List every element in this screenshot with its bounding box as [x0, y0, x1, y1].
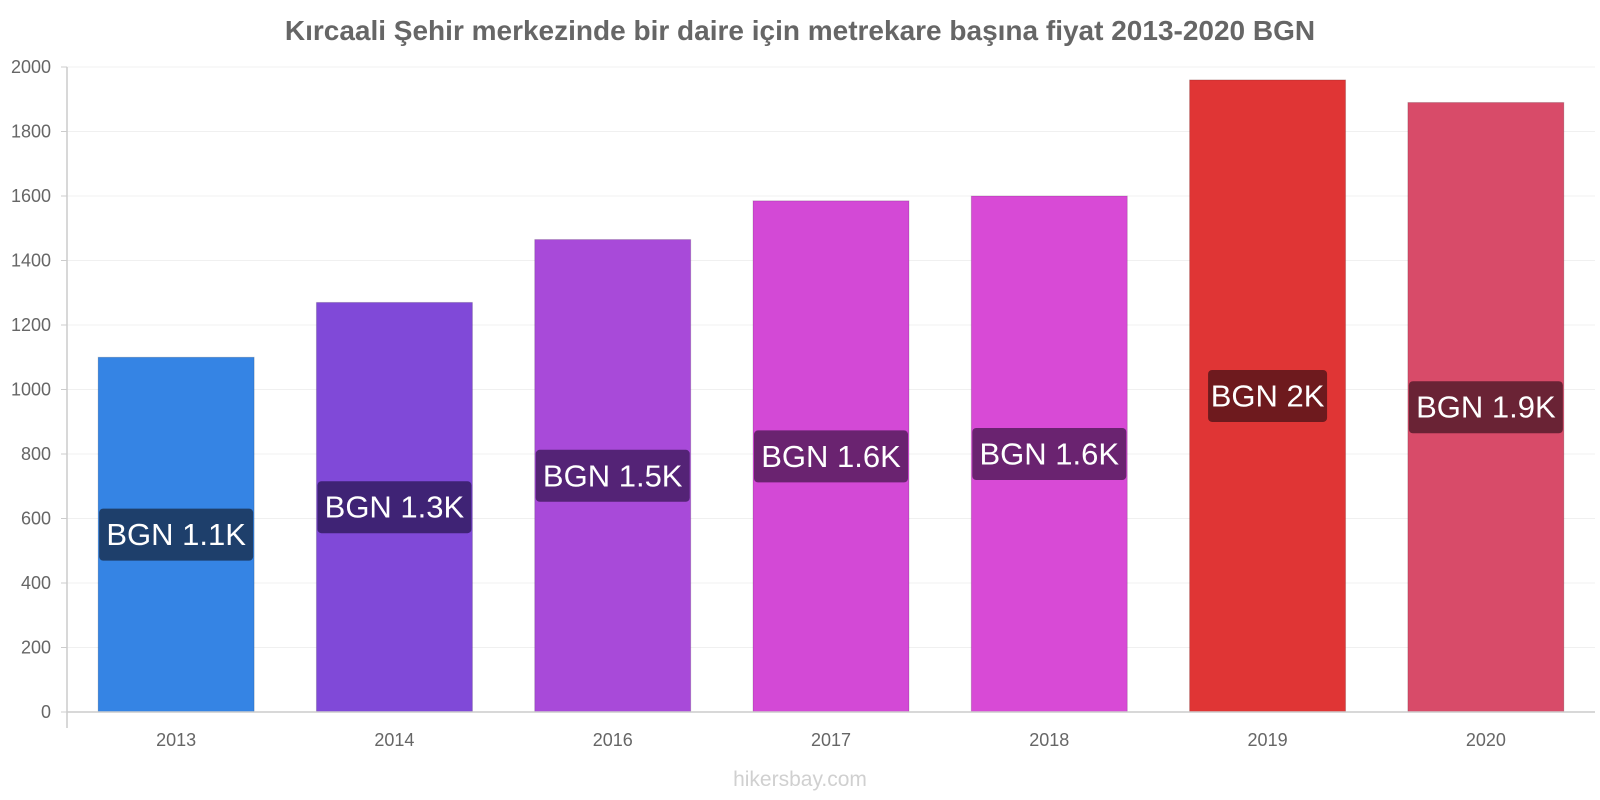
- data-label-bg: [972, 428, 1127, 480]
- data-label-bg: [754, 430, 908, 483]
- y-tick-label: 2000: [11, 57, 51, 77]
- y-tick-label: 1000: [11, 380, 51, 400]
- data-label-bg: [317, 481, 472, 534]
- y-tick-label: 1200: [11, 315, 51, 335]
- data-label-bg: [1208, 369, 1328, 422]
- y-tick-label: 400: [21, 573, 51, 593]
- y-tick-label: 800: [21, 444, 51, 464]
- y-tick-label: 1400: [11, 251, 51, 271]
- x-tick-label-2016: 2016: [593, 730, 633, 750]
- x-axis: 2013 2014 2016 2017 2018 2019 2020: [67, 711, 1595, 750]
- y-tick-label: 1600: [11, 186, 51, 206]
- data-label-2013: BGN 1.1K: [106, 517, 246, 552]
- x-tick-label-2019: 2019: [1248, 730, 1288, 750]
- data-label-2019: BGN 2K: [1211, 378, 1325, 413]
- data-label-bg: [1408, 381, 1563, 434]
- x-tick-label-2013: 2013: [156, 730, 196, 750]
- x-tick-label-2017: 2017: [811, 730, 851, 750]
- y-axis: 0 200 400 600 800 1000 1200 1400 1600 1800 2000: [11, 57, 68, 728]
- data-label-bg: [535, 449, 690, 502]
- chart-title: Kırcaali Şehir merkezinde bir daire için…: [284, 15, 1316, 46]
- watermark: hikersbay.com: [733, 768, 867, 791]
- y-tick-label: 1800: [11, 122, 51, 142]
- data-label-2016: BGN 1.5K: [543, 458, 683, 493]
- x-tick-label-2014: 2014: [374, 730, 414, 750]
- y-tick-label: 600: [21, 509, 51, 529]
- y-tick-label: 200: [21, 638, 51, 658]
- data-label-2014: BGN 1.3K: [325, 490, 465, 525]
- bars: [97, 79, 1565, 713]
- data-labels: BGN 1.1K BGN 1.3K BGN 1.5K BGN 1.6K BGN 1.6K…: [99, 369, 1563, 561]
- data-label-2017: BGN 1.6K: [761, 439, 901, 474]
- x-tick-label-2018: 2018: [1029, 730, 1069, 750]
- data-label-2018: BGN 1.6K: [980, 437, 1120, 472]
- data-label-bg: [99, 508, 254, 561]
- data-label-2020: BGN 1.9K: [1416, 390, 1556, 425]
- x-tick-label-2020: 2020: [1466, 730, 1506, 750]
- y-tick-label: 0: [41, 702, 51, 722]
